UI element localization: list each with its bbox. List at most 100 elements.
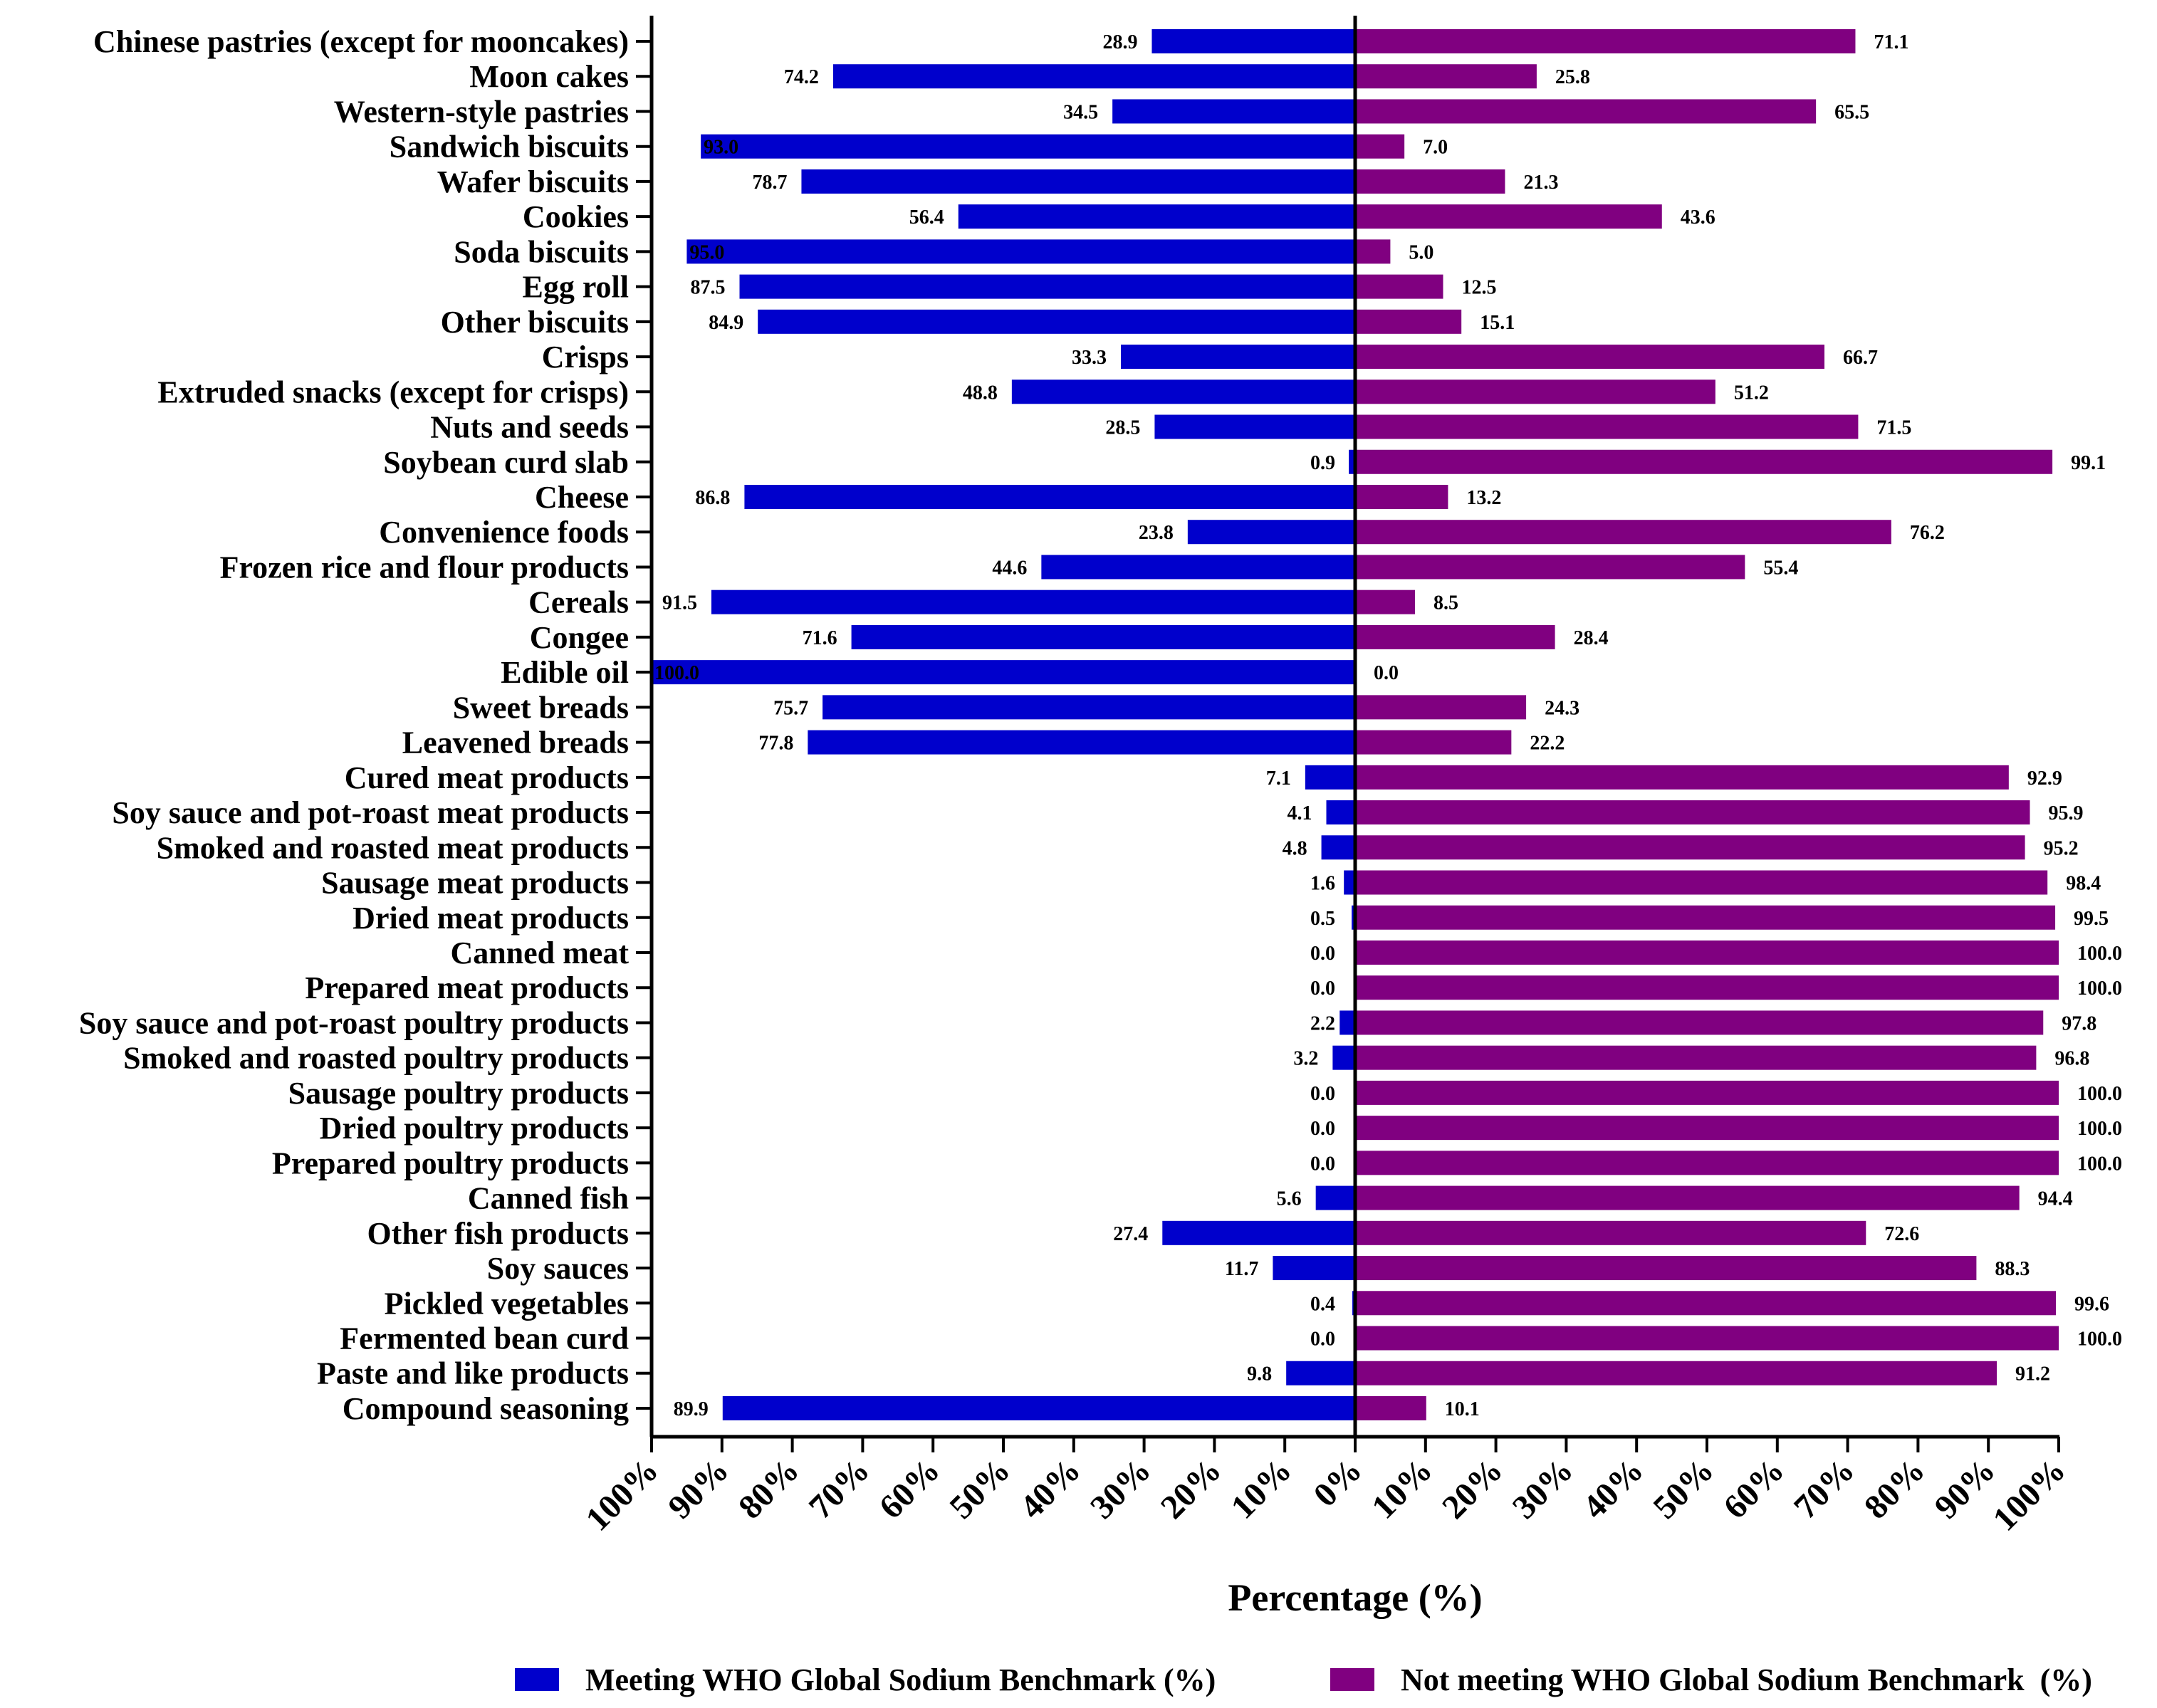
category-label: Soybean curd slab [383,445,629,480]
value-label-not-meeting: 28.4 [1574,627,1609,649]
category-label: Soy sauce and pot-roast meat products [112,795,629,830]
bar-not-meeting [1355,835,2025,860]
bar-meeting [1315,1185,1355,1210]
bar-meeting [1321,835,1355,860]
bar-meeting [711,590,1355,614]
value-label-meeting: 84.9 [709,312,743,334]
value-label-not-meeting: 94.4 [2038,1188,2073,1210]
value-label-not-meeting: 92.9 [2027,767,2062,790]
x-tick-label: 20% [1435,1451,1510,1526]
value-label-meeting: 0.5 [1310,908,1335,930]
value-label-not-meeting: 99.5 [2074,908,2109,930]
value-label-not-meeting: 100.0 [2077,1153,2122,1175]
value-label-not-meeting: 98.4 [2066,873,2101,895]
bar-not-meeting [1355,730,1512,755]
value-label-meeting: 4.8 [1283,837,1307,859]
bar-meeting [1151,29,1355,53]
value-label-meeting: 93.0 [704,137,738,159]
category-label: Congee [530,620,629,655]
x-tick-label: 0% [1306,1451,1369,1514]
category-label: Cured meat products [345,760,629,795]
x-tick-label: 80% [731,1451,806,1526]
value-labels-group: 28.9 71.1 74.2 25.8 34.5 65.5 93.0 7.0 78.7 21.3 5… [654,31,2122,1420]
value-label-not-meeting: 100.0 [2077,1329,2122,1351]
x-tick-label: 50% [942,1451,1017,1526]
x-tick-label: 20% [1154,1451,1228,1526]
bar-meeting [1187,520,1355,545]
x-tick-label: 60% [1716,1451,1791,1526]
legend-swatch-meeting [515,1668,559,1691]
bar-meeting [744,484,1355,509]
bar-not-meeting [1355,1256,1977,1281]
bar-not-meeting [1355,309,1462,334]
bar-not-meeting [1355,975,2059,1000]
value-label-meeting: 0.0 [1310,1083,1335,1105]
category-label: Crisps [542,340,629,374]
value-label-not-meeting: 13.2 [1466,487,1501,509]
bar-meeting [701,134,1355,159]
x-tick-label: 40% [1576,1451,1651,1526]
bar-not-meeting [1355,274,1443,299]
value-label-meeting: 44.6 [992,557,1027,579]
bar-meeting [652,660,1355,685]
category-label: Sweet breads [453,690,629,725]
value-label-not-meeting: 8.5 [1433,592,1458,614]
value-label-not-meeting: 100.0 [2077,978,2122,1000]
x-ticks-group: 100%90%80%70%60%50%40%30%20%10% 0%10%20%3… [578,1437,2073,1539]
category-label: Dried meat products [352,901,629,936]
bar-meeting [1120,345,1355,370]
value-label-meeting: 0.0 [1310,978,1335,1000]
bar-meeting [1112,99,1355,124]
value-label-meeting: 87.5 [691,277,726,299]
category-label: Soda biscuits [454,234,629,269]
bar-meeting [1286,1361,1355,1385]
value-label-meeting: 0.4 [1310,1293,1335,1315]
value-label-meeting: 7.1 [1266,767,1291,790]
category-label: Fermented bean curd [340,1321,629,1356]
bar-meeting [1305,765,1355,790]
value-label-meeting: 27.4 [1113,1223,1148,1245]
bar-not-meeting [1355,905,2056,930]
value-label-meeting: 34.5 [1063,101,1098,123]
x-tick-label: 100% [578,1451,665,1538]
value-label-not-meeting: 21.3 [1523,172,1558,194]
value-label-meeting: 100.0 [654,662,699,684]
value-label-meeting: 77.8 [758,733,793,755]
bar-not-meeting [1355,1220,1866,1245]
x-axis-title: Percentage (%) [1228,1576,1482,1619]
value-label-meeting: 11.7 [1225,1258,1258,1280]
value-label-not-meeting: 100.0 [2077,1083,2122,1105]
x-tick-label: 70% [802,1451,877,1526]
value-label-meeting: 28.9 [1102,31,1137,53]
bar-not-meeting [1355,1185,2020,1210]
x-tick-label: 10% [1224,1451,1299,1526]
value-label-not-meeting: 100.0 [2077,943,2122,965]
category-label: Soy sauces [487,1251,629,1286]
bar-meeting [808,730,1355,755]
x-tick-label: 70% [1787,1451,1861,1526]
bar-not-meeting [1355,29,1856,53]
category-label: Wafer biscuits [437,164,629,199]
bar-not-meeting [1355,449,2053,474]
bar-not-meeting [1355,555,1745,580]
value-label-not-meeting: 15.1 [1480,312,1515,334]
value-label-meeting: 78.7 [752,172,787,194]
value-label-meeting: 0.9 [1310,452,1335,474]
value-label-meeting: 5.6 [1277,1188,1302,1210]
x-tick-label: 40% [1013,1451,1087,1526]
bar-meeting [1344,870,1355,895]
value-label-not-meeting: 96.8 [2054,1048,2089,1070]
bar-meeting [822,695,1355,720]
bar-meeting [1041,555,1355,580]
bar-meeting [832,64,1355,89]
legend: Meeting WHO Global Sodium Benchmark (%) … [515,1662,2092,1697]
value-label-meeting: 0.0 [1310,943,1335,965]
category-label: Canned fish [468,1181,629,1216]
category-label: Leavened breads [402,725,629,760]
value-label-meeting: 0.0 [1310,1118,1335,1140]
bar-not-meeting [1355,99,1817,124]
category-label: Smoked and roasted meat products [157,830,629,865]
bar-not-meeting [1355,520,1891,545]
value-label-not-meeting: 43.6 [1681,206,1715,229]
category-label: Prepared poultry products [272,1146,629,1180]
